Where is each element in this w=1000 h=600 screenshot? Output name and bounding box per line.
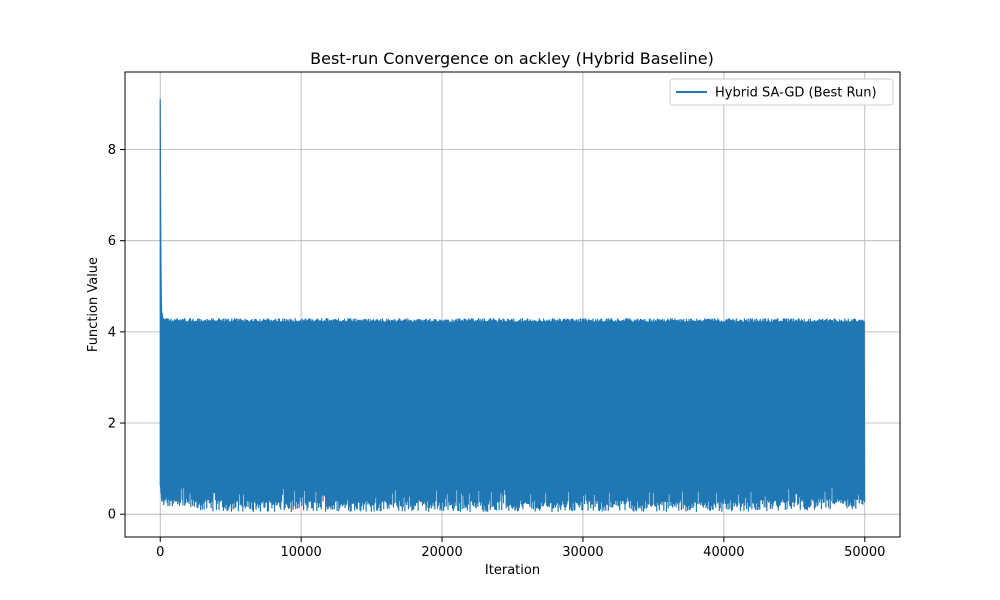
x-tick-label: 30000	[562, 545, 603, 560]
y-tick-label: 0	[108, 508, 116, 523]
x-tick-label: 20000	[421, 545, 462, 560]
plot-frame	[124, 71, 901, 538]
x-tick-label: 50000	[844, 545, 885, 560]
series-line	[159, 99, 866, 512]
y-tick-label: 2	[108, 417, 116, 432]
x-axis-ticks: 0 10000 20000 30000 40000 50000	[156, 537, 885, 560]
x-tick-label: 10000	[280, 545, 321, 560]
y-axis-ticks: 0 2 4 6 8	[108, 143, 125, 523]
legend-label: Hybrid SA-GD (Best Run)	[715, 86, 877, 101]
y-axis-label: Function Value	[86, 257, 101, 352]
y-tick-label: 4	[108, 325, 116, 340]
x-axis-label: Iteration	[485, 563, 540, 578]
x-tick-label: 40000	[703, 545, 744, 560]
y-tick-label: 6	[108, 234, 116, 249]
legend-box	[669, 78, 894, 106]
y-tick-label: 8	[108, 143, 116, 158]
x-tick-label: 0	[156, 545, 164, 560]
legend: Hybrid SA-GD (Best Run)	[669, 78, 894, 106]
series-layer	[159, 99, 866, 512]
chart-title: Best-run Convergence on ackley (Hybrid B…	[310, 49, 714, 68]
